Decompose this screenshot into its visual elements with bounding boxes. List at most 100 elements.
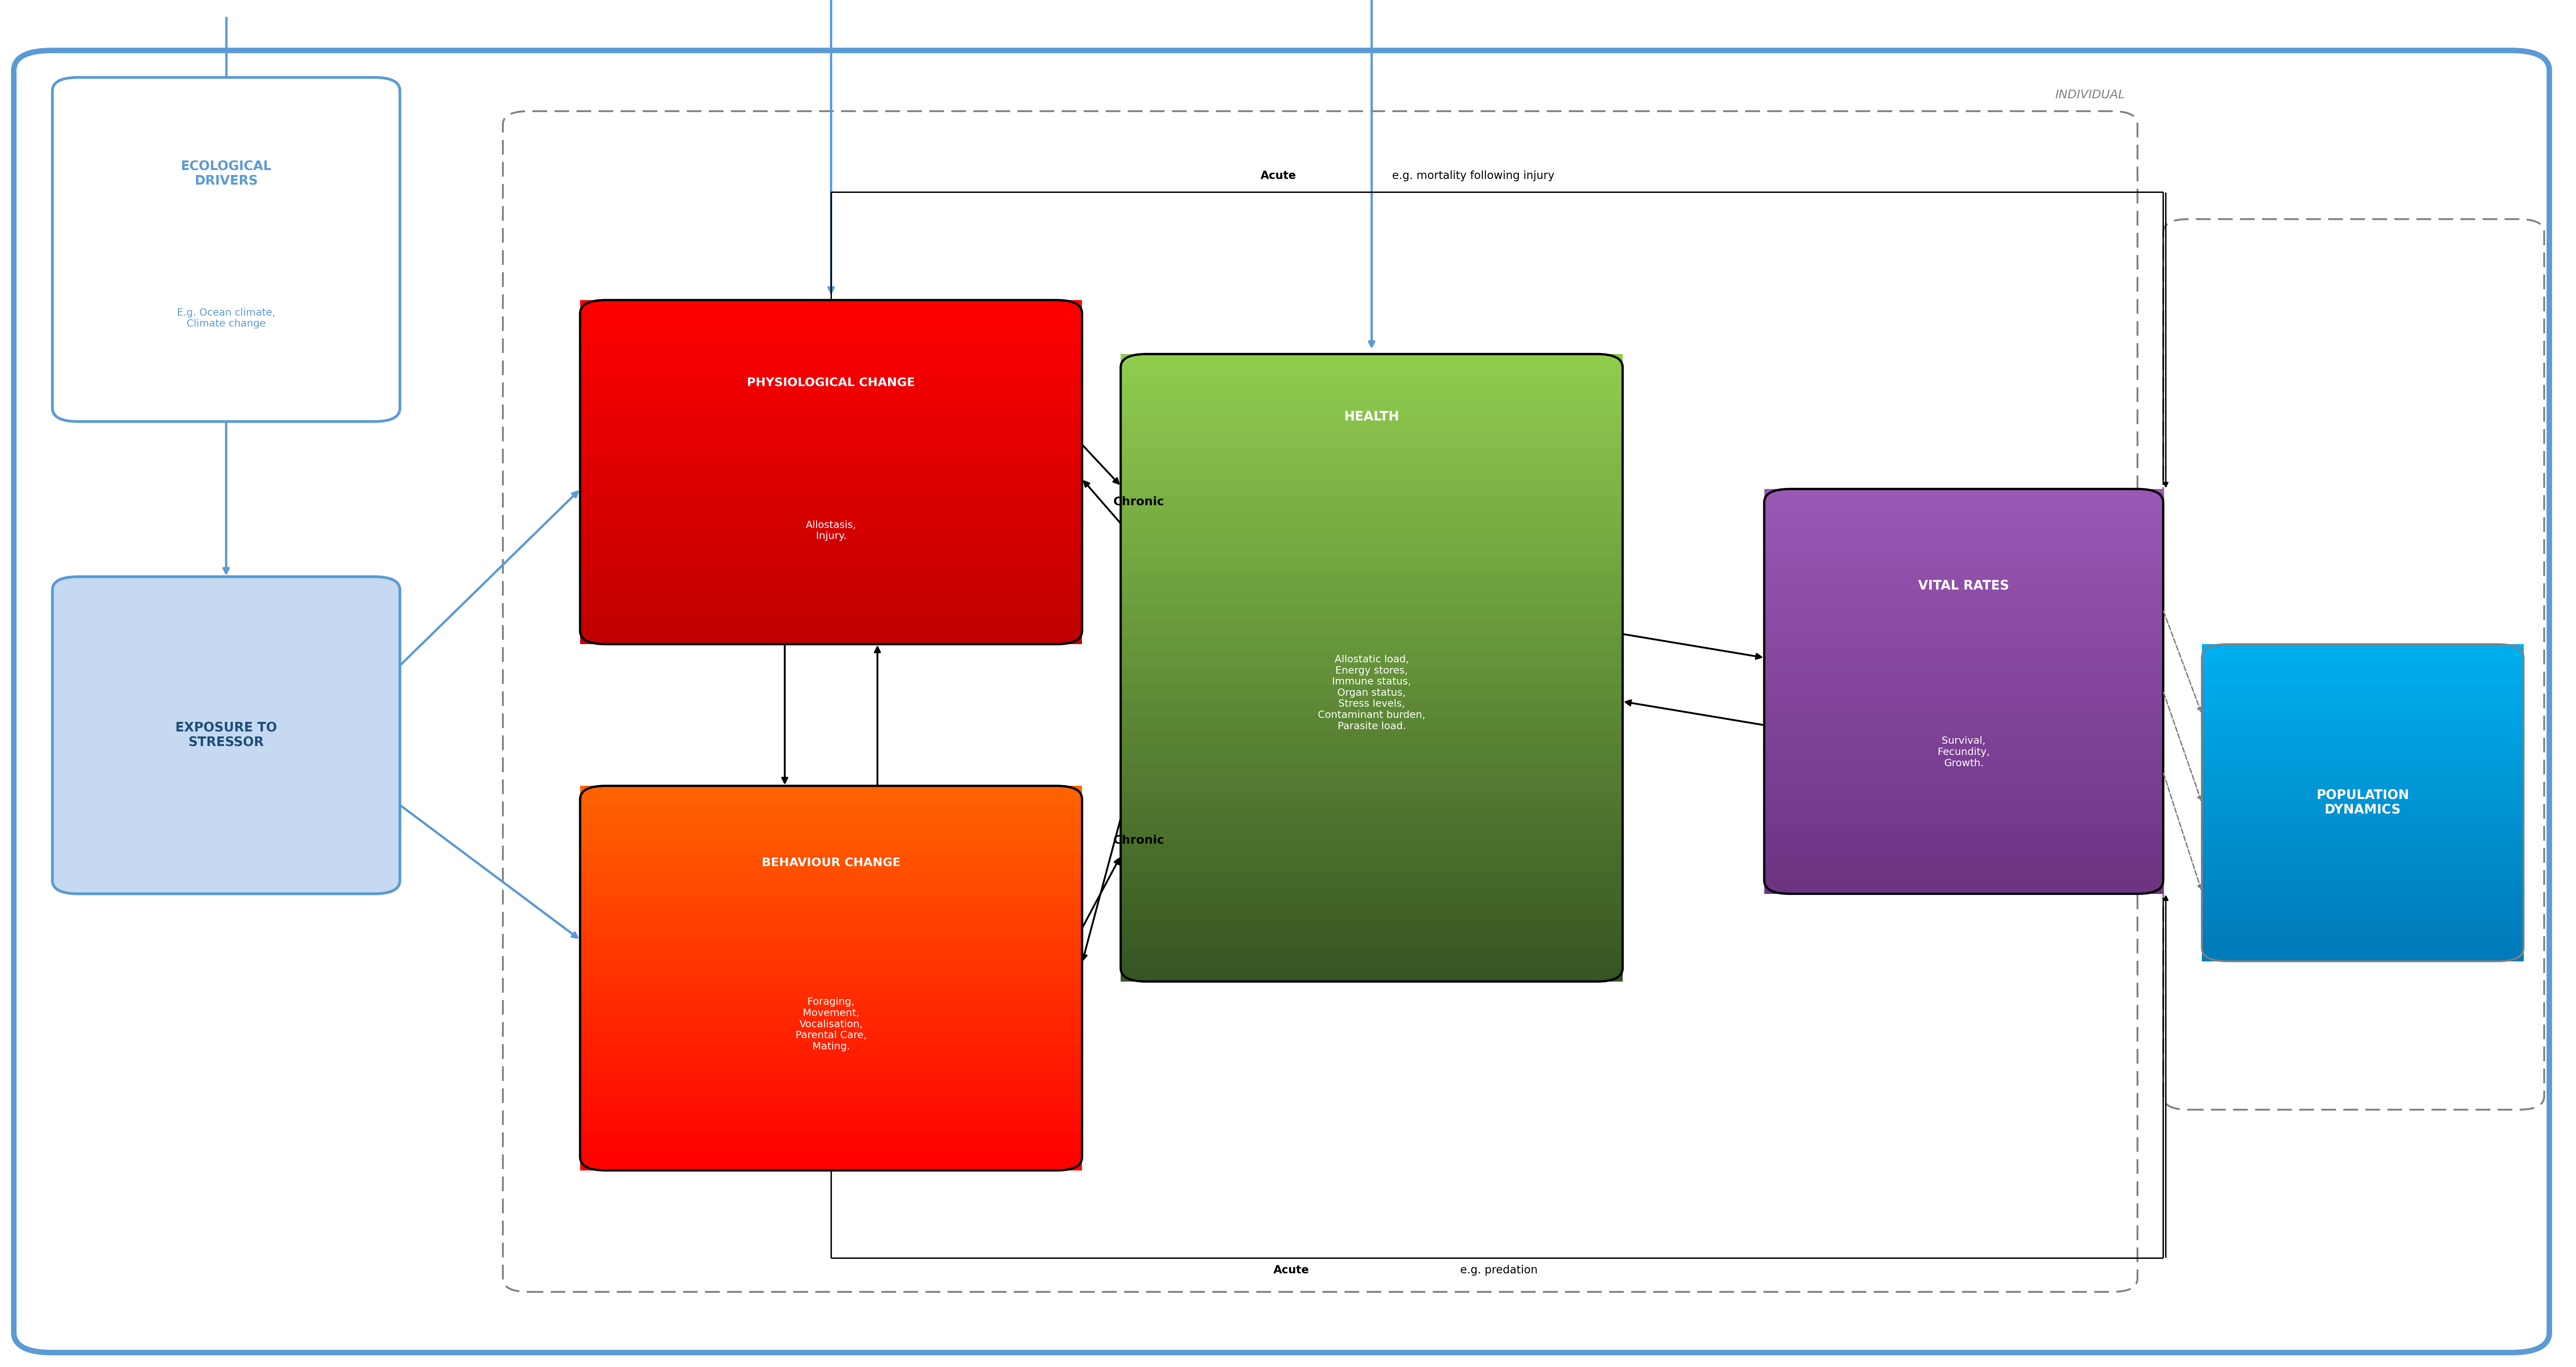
Bar <box>1121 841 1623 856</box>
Text: Chronic: Chronic <box>1113 835 1164 846</box>
Bar <box>2202 763 2524 771</box>
Bar <box>580 1027 1082 1036</box>
Bar <box>1121 684 1623 699</box>
Bar <box>1765 763 2164 772</box>
Text: Allostatic load,
Energy stores,
Immune status,
Organ status,
Stress levels,
Cont: Allostatic load, Energy stores, Immune s… <box>1319 655 1425 731</box>
Bar <box>580 979 1082 988</box>
Bar <box>1765 853 2164 864</box>
Bar <box>580 377 1082 385</box>
Bar <box>1765 489 2164 499</box>
Bar <box>580 901 1082 910</box>
Bar <box>1121 668 1623 684</box>
Bar <box>580 576 1082 584</box>
Bar <box>2202 842 2524 850</box>
Bar <box>580 882 1082 891</box>
Bar <box>580 472 1082 481</box>
Bar <box>580 1141 1082 1151</box>
Bar <box>580 325 1082 335</box>
Bar <box>2202 715 2524 723</box>
Bar <box>1121 887 1623 904</box>
Bar <box>1121 637 1623 652</box>
Text: BEHAVIOUR CHANGE: BEHAVIOUR CHANGE <box>762 857 902 868</box>
Bar <box>2202 684 2524 692</box>
Bar <box>580 1122 1082 1132</box>
Bar <box>1121 730 1623 746</box>
Bar <box>580 815 1082 824</box>
Bar <box>580 1017 1082 1027</box>
Bar <box>2202 890 2524 898</box>
Bar <box>580 910 1082 920</box>
Bar <box>1121 746 1623 761</box>
Text: Allostasis,
Injury.: Allostasis, Injury. <box>806 521 855 541</box>
Bar <box>580 343 1082 351</box>
Bar <box>1765 823 2164 833</box>
Bar <box>580 558 1082 567</box>
Text: e.g. mortality following injury: e.g. mortality following injury <box>1388 171 1553 182</box>
Bar <box>580 1161 1082 1170</box>
Bar <box>1121 385 1623 401</box>
Bar <box>580 601 1082 610</box>
Bar <box>1765 802 2164 813</box>
Bar <box>2202 819 2524 827</box>
Bar <box>1765 883 2164 894</box>
Bar <box>2202 652 2524 660</box>
Bar <box>580 1065 1082 1074</box>
Bar <box>580 1084 1082 1094</box>
Text: HEALTH: HEALTH <box>1345 410 1399 422</box>
Bar <box>2202 946 2524 953</box>
Bar <box>1121 809 1623 824</box>
Bar <box>580 385 1082 395</box>
Bar <box>580 481 1082 489</box>
Bar <box>580 610 1082 618</box>
Bar <box>580 636 1082 644</box>
Bar <box>1121 432 1623 448</box>
Bar <box>580 351 1082 361</box>
Bar <box>2202 850 2524 858</box>
Bar <box>1121 966 1623 982</box>
Bar <box>2202 938 2524 946</box>
Bar <box>1121 715 1623 730</box>
Bar <box>580 550 1082 558</box>
Bar <box>2202 913 2524 921</box>
Bar <box>1121 511 1623 526</box>
Bar <box>580 969 1082 979</box>
Bar <box>1765 701 2164 712</box>
Bar <box>2202 675 2524 684</box>
Bar <box>580 949 1082 958</box>
Bar <box>2202 692 2524 700</box>
Text: E.g. Ocean climate,
Climate change: E.g. Ocean climate, Climate change <box>178 308 276 328</box>
Text: Foraging,
Movement,
Vocalisation,
Parental Care,
Mating.: Foraging, Movement, Vocalisation, Parent… <box>796 998 866 1051</box>
Bar <box>580 455 1082 463</box>
Bar <box>2202 898 2524 906</box>
Bar <box>580 1007 1082 1017</box>
Bar <box>2202 953 2524 961</box>
Bar <box>580 567 1082 576</box>
Bar <box>1121 401 1623 417</box>
Bar <box>2202 779 2524 787</box>
Bar <box>580 541 1082 550</box>
Bar <box>580 411 1082 421</box>
Text: Chronic: Chronic <box>1113 496 1164 507</box>
Text: INDIVIDUAL: INDIVIDUAL <box>2056 89 2125 100</box>
Bar <box>1121 824 1623 841</box>
Bar <box>580 463 1082 472</box>
Bar <box>1765 570 2164 580</box>
Bar <box>580 824 1082 834</box>
Text: Acute: Acute <box>1273 1264 1309 1275</box>
Bar <box>1765 833 2164 843</box>
Bar <box>1765 874 2164 883</box>
Bar <box>580 403 1082 411</box>
Bar <box>580 863 1082 872</box>
Bar <box>580 834 1082 843</box>
Bar <box>580 361 1082 369</box>
Bar <box>1765 621 2164 630</box>
Bar <box>2202 771 2524 779</box>
Bar <box>2202 882 2524 890</box>
Bar <box>1765 742 2164 752</box>
Bar <box>1121 699 1623 715</box>
Bar <box>2202 644 2524 652</box>
Bar <box>2202 811 2524 819</box>
Bar <box>1765 600 2164 611</box>
Bar <box>1765 662 2164 671</box>
Bar <box>1121 904 1623 919</box>
